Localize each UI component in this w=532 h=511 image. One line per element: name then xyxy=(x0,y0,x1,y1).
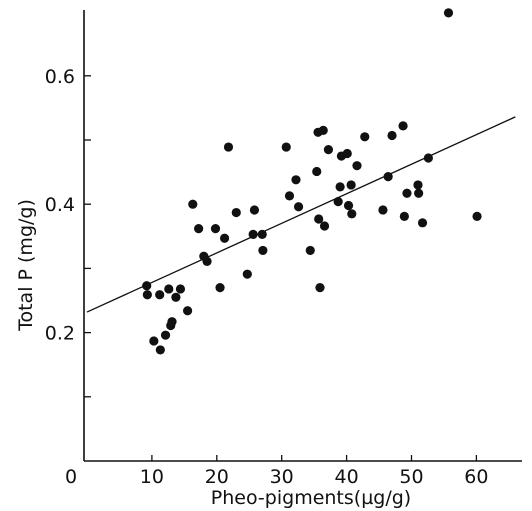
x-tick-label: 60 xyxy=(464,466,488,488)
data-point xyxy=(248,229,258,239)
data-point xyxy=(293,202,304,212)
data-point xyxy=(281,142,291,152)
data-point xyxy=(305,245,315,256)
data-point xyxy=(414,188,424,198)
data-point xyxy=(360,132,370,142)
data-point xyxy=(164,284,174,294)
data-point xyxy=(346,180,356,190)
data-points xyxy=(142,8,482,355)
x-tick-label: 30 xyxy=(270,466,294,488)
y-tick-label: 0.4 xyxy=(45,194,75,216)
y-ticks: 0.2 0.4 0.6 xyxy=(45,66,91,398)
data-point xyxy=(219,233,230,243)
x-ticks: 0 10 20 30 40 50 60 xyxy=(65,455,488,488)
data-point xyxy=(142,281,152,291)
data-point xyxy=(291,175,301,185)
data-point xyxy=(417,218,428,228)
y-tick-label: 0.6 xyxy=(45,66,75,88)
x-tick-label: 10 xyxy=(140,466,164,488)
y-tick-label: 0.2 xyxy=(45,323,75,345)
regression-line xyxy=(86,116,516,313)
data-point xyxy=(399,211,409,221)
y-axis-title: Total P (mg/g) xyxy=(15,199,37,332)
data-point xyxy=(378,205,388,215)
x-tick-label: 50 xyxy=(399,466,423,488)
data-point xyxy=(335,182,345,192)
data-point xyxy=(398,121,408,131)
data-point xyxy=(343,200,354,211)
data-point xyxy=(402,188,412,198)
data-point xyxy=(472,211,482,221)
data-point xyxy=(142,290,152,300)
plot-area: 0 10 20 30 40 50 60 0.2 0.4 0.6 xyxy=(45,8,522,488)
data-point xyxy=(413,180,423,190)
data-point xyxy=(167,317,177,327)
data-point xyxy=(342,148,352,159)
data-point xyxy=(249,205,260,215)
data-point xyxy=(312,166,322,177)
data-point xyxy=(319,221,330,231)
data-point xyxy=(202,256,212,266)
data-point xyxy=(443,8,454,18)
x-axis-title: Pheo-pigments(µg/g) xyxy=(211,487,411,509)
data-point xyxy=(318,125,328,135)
data-point xyxy=(175,284,186,294)
data-point xyxy=(423,153,433,163)
data-point xyxy=(387,130,397,141)
data-point xyxy=(284,191,295,201)
data-point xyxy=(223,142,234,152)
x-tick-label: 0 xyxy=(65,466,77,488)
data-point xyxy=(333,197,343,207)
data-point xyxy=(258,245,268,256)
data-point xyxy=(160,330,171,340)
x-tick-label: 20 xyxy=(205,466,229,488)
data-point xyxy=(231,207,241,218)
data-point xyxy=(149,336,159,346)
data-point xyxy=(347,209,357,219)
data-point xyxy=(383,171,393,182)
data-point xyxy=(155,290,165,300)
data-point xyxy=(314,214,324,224)
data-point xyxy=(215,283,225,293)
data-point xyxy=(323,145,334,155)
data-point xyxy=(182,306,193,316)
data-point xyxy=(352,161,362,171)
data-point xyxy=(257,229,267,239)
data-point xyxy=(188,199,198,209)
data-point xyxy=(171,292,181,302)
data-point xyxy=(194,223,204,234)
data-point xyxy=(210,223,221,234)
data-point xyxy=(155,345,165,355)
data-point xyxy=(242,269,252,279)
x-tick-label: 40 xyxy=(335,466,359,488)
data-point xyxy=(315,283,325,293)
